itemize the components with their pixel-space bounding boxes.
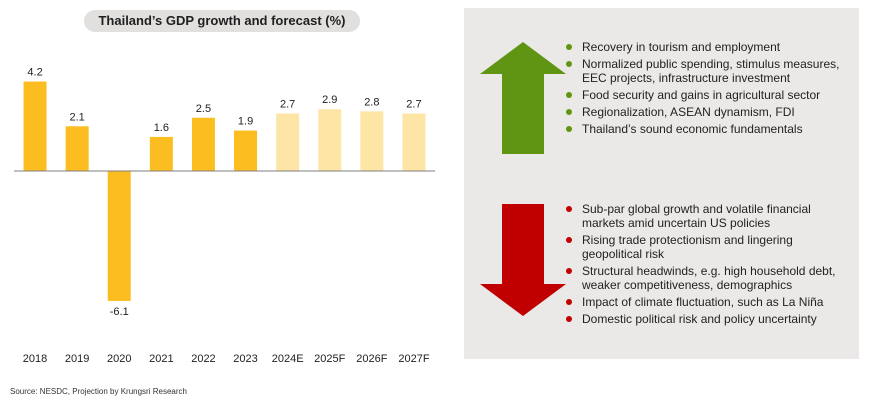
upside-factors-list: Recovery in tourism and employment Normal… xyxy=(562,40,852,139)
bullet-dot-icon xyxy=(566,268,572,274)
downside-factors-list: Sub-par global growth and volatile finan… xyxy=(562,202,852,329)
x-tick-2023: 2023 xyxy=(233,353,257,365)
bar-2024e xyxy=(276,113,300,171)
value-label-2025f: 2.9 xyxy=(322,94,337,106)
bar-2019 xyxy=(65,126,89,171)
x-tick-2019: 2019 xyxy=(65,353,89,365)
upside-factor-item-text: Regionalization, ASEAN dynamism, FDI xyxy=(582,105,795,119)
upside-factor-item: Recovery in tourism and employment xyxy=(562,40,852,54)
downside-factor-item-text: Structural headwinds, e.g. high househol… xyxy=(582,264,836,292)
value-label-2019: 2.1 xyxy=(70,111,85,123)
bar-2022 xyxy=(191,117,215,171)
down-arrow-icon xyxy=(480,204,566,316)
upside-factor-item-text: Normalized public spending, stimulus mea… xyxy=(582,57,840,85)
value-label-2022: 2.5 xyxy=(196,103,211,115)
x-tick-2020: 2020 xyxy=(107,353,131,365)
value-label-2024e: 2.7 xyxy=(280,98,295,110)
bullet-dot-icon xyxy=(566,44,572,50)
bar-2023 xyxy=(234,130,258,171)
bullet-dot-icon xyxy=(566,61,572,67)
upside-factor-item: Normalized public spending, stimulus mea… xyxy=(562,57,852,85)
bullet-dot-icon xyxy=(566,109,572,115)
x-tick-2025f: 2025F xyxy=(314,353,345,365)
drivers-panel: Recovery in tourism and employment Normal… xyxy=(464,8,859,359)
up-arrow-icon xyxy=(480,42,566,154)
x-tick-2022: 2022 xyxy=(191,353,215,365)
x-tick-2027f: 2027F xyxy=(398,353,429,365)
x-tick-2024e: 2024E xyxy=(272,353,304,365)
bullet-dot-icon xyxy=(566,299,572,305)
bar-2027f xyxy=(402,113,426,171)
downside-factor-item: Structural headwinds, e.g. high househol… xyxy=(562,264,852,292)
downside-factor-item: Rising trade protectionism and lingering… xyxy=(562,233,852,261)
value-label-2023: 1.9 xyxy=(238,116,253,128)
bar-2020 xyxy=(107,171,131,301)
value-label-2026f: 2.8 xyxy=(364,96,379,108)
downside-factor-item: Domestic political risk and policy uncer… xyxy=(562,312,852,326)
value-label-2018: 4.2 xyxy=(27,67,42,79)
bullet-dot-icon xyxy=(566,206,572,212)
downside-factor-item-text: Rising trade protectionism and lingering… xyxy=(582,233,793,261)
bar-2021 xyxy=(149,136,173,171)
bullet-dot-icon xyxy=(566,92,572,98)
upside-factor-item: Thailand’s sound economic fundamentals xyxy=(562,122,852,136)
value-label-2020: -6.1 xyxy=(110,306,129,318)
bullet-dot-icon xyxy=(566,316,572,322)
value-label-2021: 1.6 xyxy=(154,122,169,134)
downside-factor-item: Sub-par global growth and volatile finan… xyxy=(562,202,852,230)
upside-factor-item-text: Food security and gains in agricultural … xyxy=(582,88,821,102)
x-tick-2018: 2018 xyxy=(23,353,47,365)
upside-factor-item: Regionalization, ASEAN dynamism, FDI xyxy=(562,105,852,119)
source-note: Source: NESDC, Projection by Krungsri Re… xyxy=(10,387,187,396)
upside-factor-item-text: Recovery in tourism and employment xyxy=(582,40,781,54)
value-label-2027f: 2.7 xyxy=(406,98,421,110)
downside-factor-item-text: Sub-par global growth and volatile finan… xyxy=(582,202,811,230)
gdp-bar-chart: 4.2 2018 2.1 2019 -6.1 2020 1.6 2021 2.5 2022 1.9 2… xyxy=(14,67,435,365)
chart-title: Thailand’s GDP growth and forecast (%) xyxy=(84,10,360,32)
bar-2025f xyxy=(318,109,342,171)
bar-2026f xyxy=(360,111,384,171)
downside-factor-item-text: Impact of climate fluctuation, such as L… xyxy=(582,295,824,309)
downside-factor-item-text: Domestic political risk and policy uncer… xyxy=(582,312,817,326)
x-tick-2026f: 2026F xyxy=(356,353,387,365)
bar-2018 xyxy=(23,81,47,171)
x-tick-2021: 2021 xyxy=(149,353,173,365)
upside-factor-item-text: Thailand’s sound economic fundamentals xyxy=(582,122,803,136)
bullet-dot-icon xyxy=(566,237,572,243)
upside-factor-item: Food security and gains in agricultural … xyxy=(562,88,852,102)
bullet-dot-icon xyxy=(566,126,572,132)
downside-factor-item: Impact of climate fluctuation, such as L… xyxy=(562,295,852,309)
